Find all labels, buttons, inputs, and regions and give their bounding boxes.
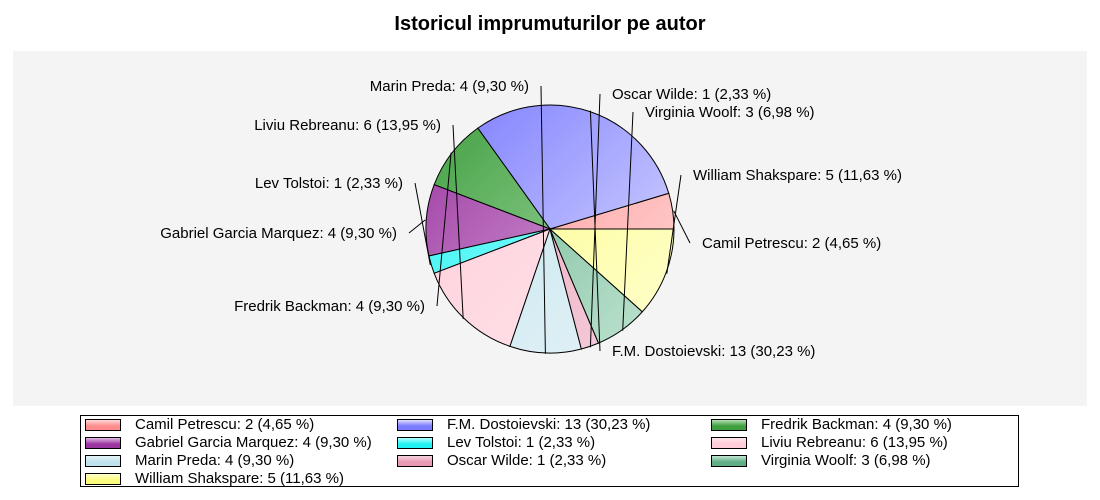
slice-label-camil-petrescu: Camil Petrescu: 2 (4,65 %) <box>702 235 881 252</box>
legend-swatch-william-shakspare <box>85 473 121 485</box>
chart-title: Istoricul imprumuturilor pe autor <box>394 13 706 35</box>
leader-line-oscar-wilde <box>589 93 601 348</box>
legend-swatch-fredrik-backman <box>711 419 747 431</box>
legend: Camil Petrescu: 2 (4,65 %) F.M. Dostoievs… <box>80 415 1019 487</box>
slice-label-gabriel-garcia-marquez: Gabriel Garcia Marquez: 4 (9,30 %) <box>160 225 397 242</box>
leader-line-virginia-woolf <box>622 111 634 331</box>
slice-label-oscar-wilde: Oscar Wilde: 1 (2,33 %) <box>612 86 771 103</box>
leader-line-camil-petrescu <box>673 210 691 244</box>
leader-line-marin-preda <box>540 85 546 354</box>
leader-line-william-shakspare <box>666 174 682 274</box>
legend-swatch-virginia-woolf <box>711 455 747 467</box>
legend-label-gabriel-garcia-marquez: Gabriel Garcia Marquez: 4 (9,30 %) <box>135 434 372 451</box>
slice-label-marin-preda: Marin Preda: 4 (9,30 %) <box>370 78 529 95</box>
legend-swatch-camil-petrescu <box>85 419 121 431</box>
legend-label-virginia-woolf: Virginia Woolf: 3 (6,98 %) <box>761 452 931 469</box>
slice-label-william-shakspare: William Shakspare: 5 (11,63 %) <box>693 167 902 184</box>
legend-label-f-m-dostoievski: F.M. Dostoievski: 13 (30,23 %) <box>447 416 651 433</box>
legend-label-lev-tolstoi: Lev Tolstoi: 1 (2,33 %) <box>447 434 596 451</box>
legend-label-william-shakspare: William Shakspare: 5 (11,63 %) <box>135 470 344 487</box>
leader-line-liviu-rebreanu <box>452 124 464 320</box>
slice-label-liviu-rebreanu: Liviu Rebreanu: 6 (13,95 %) <box>254 117 441 134</box>
pie-labels: Camil Petrescu: 2 (4,65 %) F.M. Dostoievs… <box>160 78 902 360</box>
slice-label-fredrik-backman: Fredrik Backman: 4 (9,30 %) <box>234 298 425 315</box>
leader-line-lev-tolstoi <box>414 182 431 266</box>
legend-swatch-marin-preda <box>85 455 121 467</box>
legend-swatch-lev-tolstoi <box>397 437 433 449</box>
legend-label-marin-preda: Marin Preda: 4 (9,30 %) <box>135 452 295 469</box>
legend-swatch-oscar-wilde <box>397 455 433 467</box>
legend-label-oscar-wilde: Oscar Wilde: 1 (2,33 %) <box>447 452 607 469</box>
slice-label-virginia-woolf: Virginia Woolf: 3 (6,98 %) <box>645 104 815 121</box>
leader-line-fredrik-backman <box>436 152 452 307</box>
legend-label-fredrik-backman: Fredrik Backman: 4 (9,30 %) <box>761 416 952 433</box>
legend-swatch-gabriel-garcia-marquez <box>85 437 121 449</box>
pie-slice-william-shakspare <box>548 228 675 313</box>
legend-swatch-f-m-dostoievski <box>397 419 433 431</box>
legend-label-liviu-rebreanu: Liviu Rebreanu: 6 (13,95 %) <box>761 434 948 451</box>
legend-label-camil-petrescu: Camil Petrescu: 2 (4,65 %) <box>135 416 315 433</box>
legend-swatch-liviu-rebreanu <box>711 437 747 449</box>
slice-label-f-m-dostoievski: F.M. Dostoievski: 13 (30,23 %) <box>612 343 815 360</box>
slice-label-lev-tolstoi: Lev Tolstoi: 1 (2,33 %) <box>255 175 403 192</box>
pie-leader-lines <box>408 85 691 354</box>
pie-slices <box>425 104 675 354</box>
